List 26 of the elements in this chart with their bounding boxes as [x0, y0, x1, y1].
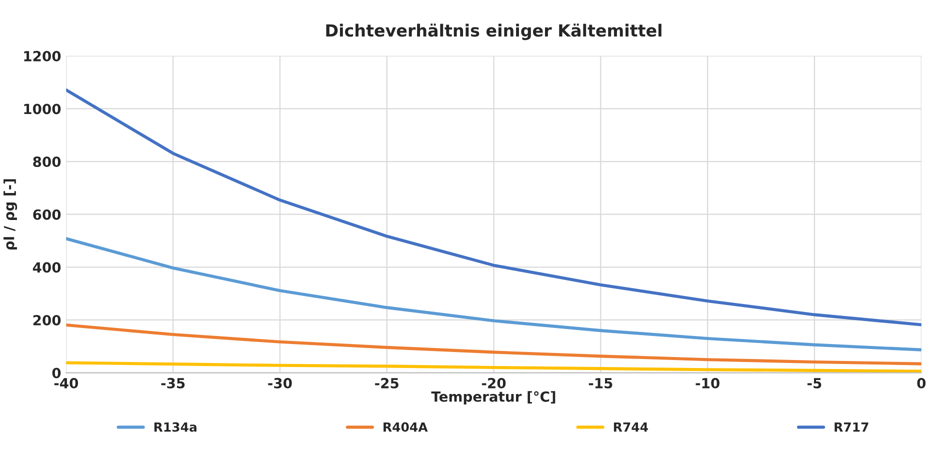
x-tick-label: -35 — [161, 378, 185, 388]
x-axis-title: Temperatur [°C] — [431, 391, 556, 405]
x-tick-label: -20 — [482, 378, 506, 388]
y-tick-label: 1000 — [24, 104, 61, 114]
x-tick-label: -5 — [808, 378, 822, 388]
chart-title: Dichteverhältnis einiger Kältemittel — [326, 24, 662, 40]
y-axis-title: ρl / ρg [-] — [4, 179, 18, 250]
line-series — [66, 323, 922, 366]
line-series — [66, 88, 922, 326]
x-tick-label: -30 — [268, 378, 292, 388]
y-tick-label: 200 — [33, 314, 61, 326]
legend-label: R717 — [834, 422, 868, 432]
x-tick-label: -10 — [696, 378, 720, 388]
legend-label: R744 — [614, 422, 648, 432]
y-tick-label: 800 — [33, 156, 61, 168]
y-tick-label: 600 — [33, 209, 61, 220]
legend-label: R134a — [154, 422, 196, 432]
x-tick-label: -40 — [54, 378, 78, 388]
legend-label: R404A — [384, 422, 428, 432]
y-tick-label: 400 — [32, 262, 61, 273]
y-tick-label: 1200 — [24, 50, 61, 62]
line-series — [66, 237, 922, 352]
x-tick-label: -25 — [375, 378, 398, 388]
x-tick-label: 0 — [917, 378, 926, 388]
x-tick-label: -15 — [588, 378, 612, 388]
y-tick-label: 0 — [52, 368, 61, 378]
